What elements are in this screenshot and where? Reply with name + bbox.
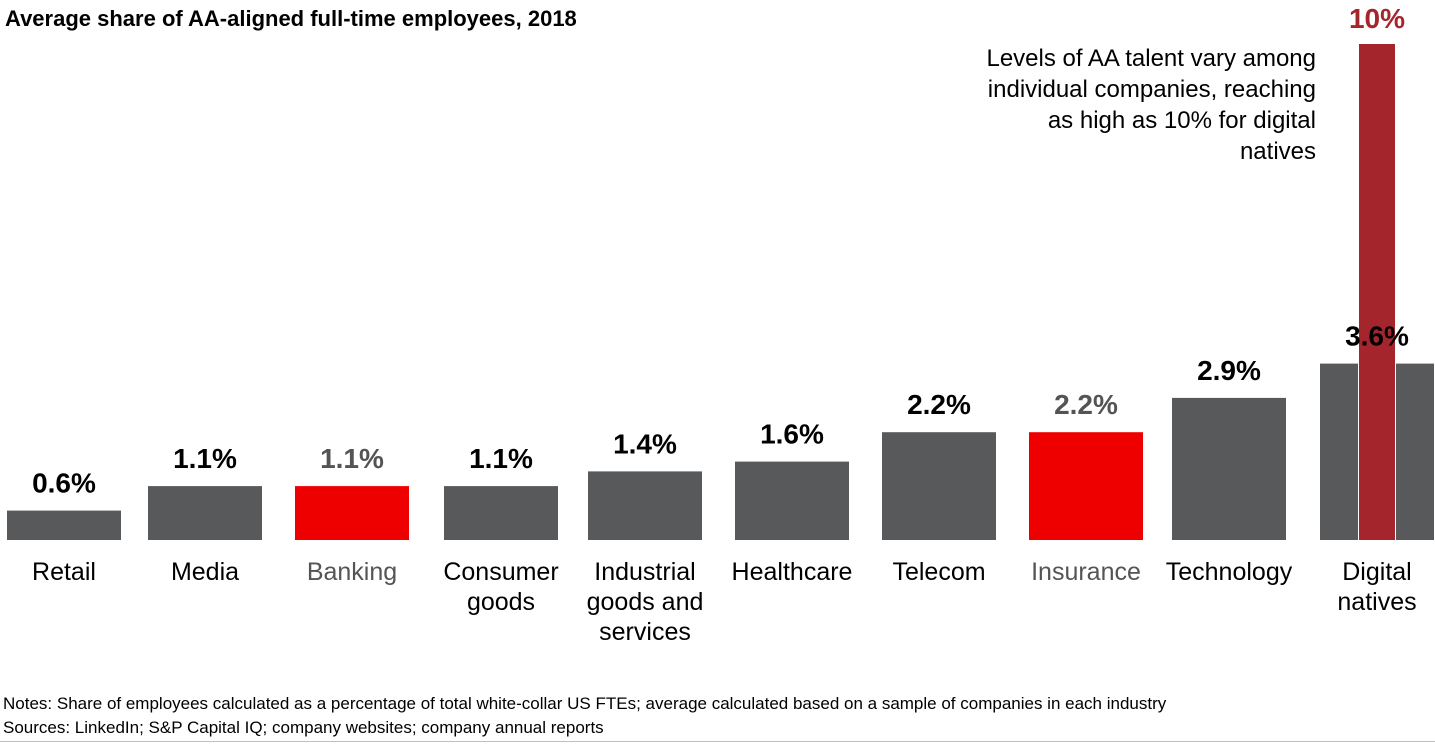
chart-title: Average share of AA-aligned full-time em… — [5, 6, 577, 31]
bar-banking — [295, 486, 409, 540]
max-marker-layer: 10% — [1349, 3, 1405, 540]
notes-text: Notes: Share of employees calculated as … — [3, 694, 1167, 713]
category-label-telecom: Telecom — [892, 558, 985, 586]
bar-healthcare — [735, 461, 849, 540]
bar-technology — [1172, 397, 1286, 540]
category-label-banking: Banking — [307, 558, 397, 586]
bar-chart: 10% 0.6% 1.1% 1.1% 1.1% 1.4% 1.6% 2.2% 2.2% 2.9%… — [7, 3, 1434, 646]
bars-layer — [7, 363, 1434, 540]
value-label-digital-natives: 3.6% — [1345, 321, 1409, 352]
bar-telecom — [882, 432, 996, 540]
max-bar-digital-natives — [1359, 44, 1395, 540]
category-label-retail: Retail — [32, 558, 96, 586]
bar-media — [148, 486, 262, 540]
bar-industrial-goods-and-services — [588, 471, 702, 540]
category-label-digital-natives: Digital natives — [1337, 558, 1416, 616]
category-label-insurance: Insurance — [1031, 558, 1141, 586]
category-labels-layer: Retail Media Banking Consumer goods Industria… — [32, 558, 1417, 646]
value-label-banking: 1.1% — [320, 443, 384, 474]
bar-insurance — [1029, 432, 1143, 540]
value-label-consumer-goods: 1.1% — [469, 443, 533, 474]
max-value-label: 10% — [1349, 3, 1405, 34]
value-label-insurance: 2.2% — [1054, 389, 1118, 420]
annotation-text: Levels of AA talent vary among individual… — [986, 45, 1316, 165]
bar-retail — [7, 510, 121, 540]
value-labels-layer: 0.6% 1.1% 1.1% 1.1% 1.4% 1.6% 2.2% 2.2% 2.9% 3.6% — [32, 321, 1409, 499]
value-label-retail: 0.6% — [32, 468, 96, 499]
value-label-industrial-goods-and-services: 1.4% — [613, 428, 677, 459]
value-label-technology: 2.9% — [1197, 355, 1261, 386]
value-label-telecom: 2.2% — [907, 389, 971, 420]
bottom-divider — [0, 741, 1435, 742]
bar-consumer-goods — [444, 486, 558, 540]
category-label-media: Media — [171, 558, 239, 586]
category-label-consumer-goods: Consumer goods — [443, 558, 558, 616]
category-label-technology: Technology — [1166, 558, 1293, 586]
category-label-industrial-goods-and-services: Industrial goods and services — [587, 558, 704, 646]
sources-text: Sources: LinkedIn; S&P Capital IQ; compa… — [3, 718, 604, 737]
category-label-healthcare: Healthcare — [732, 558, 853, 586]
value-label-healthcare: 1.6% — [760, 419, 824, 450]
value-label-media: 1.1% — [173, 443, 237, 474]
